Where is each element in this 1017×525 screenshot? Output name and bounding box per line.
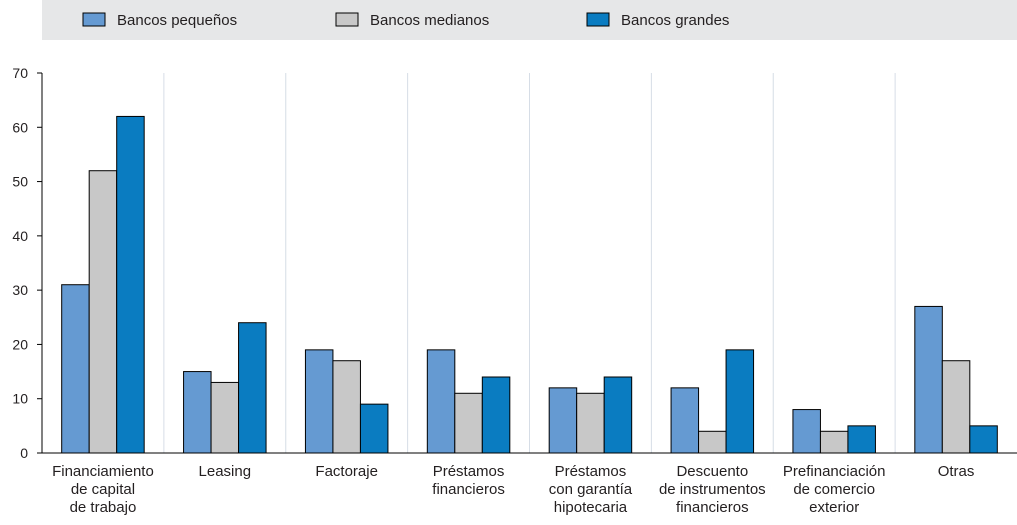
x-tick-label: Otras [938,463,975,480]
bar [548,387,578,454]
x-tick-label-line: de trabajo [70,499,137,516]
x-tick-label: Financiamiento de capital de trabajo [52,463,154,516]
legend-swatch [586,12,610,27]
x-tick-label-line: de capital [71,481,135,498]
bar [481,376,511,454]
bar [698,430,727,454]
y-tick-label: 0 [20,445,28,461]
bar [304,349,334,454]
bar [210,381,240,454]
legend-label: Bancos medianos [370,12,489,29]
legend-swatch [335,12,359,27]
bar [116,115,145,454]
y-tick-label: 10 [12,391,28,407]
bar [454,392,483,454]
x-tick-label-line: Préstamos [555,463,627,480]
bar [359,403,389,454]
x-tick-label: Descuento de instrumentos financieros [659,463,766,516]
bar [88,170,118,454]
x-tick-label-line: financieros [432,481,505,498]
x-tick-label-line: Factoraje [315,463,378,480]
x-tick-label: Prefinanciación de comercio exterior [783,463,886,516]
x-tick-label: Préstamos financieros [432,463,505,498]
bar [332,360,361,454]
legend-label: Bancos grandes [621,12,729,29]
bar [670,387,700,454]
y-tick-label: 30 [12,282,28,298]
x-tick-label: Préstamos con garantía hipotecaria [549,463,633,516]
bar [61,284,90,454]
x-tick-label-line: de instrumentos [659,481,766,498]
bar [819,430,849,454]
legend-swatch [82,12,106,27]
x-tick-label: Leasing [199,463,252,480]
x-tick-label-line: hipotecaria [554,499,628,516]
bar [941,360,971,454]
bar [576,392,605,454]
bar [725,349,755,454]
x-tick-label-line: de comercio [793,481,875,498]
bar [183,371,212,454]
bar [847,425,876,454]
x-tick-label-line: Descuento [676,463,748,480]
bar [969,425,998,454]
y-tick-label: 40 [12,228,28,244]
x-tick-label-line: financieros [676,499,749,516]
x-tick-label-line: con garantía [549,481,633,498]
y-tick-label: 20 [12,336,28,352]
x-tick-label-line: exterior [809,499,859,516]
bar [914,305,943,454]
x-tick-label: Factoraje [315,463,378,480]
y-tick-label: 50 [12,174,28,190]
bar [603,376,633,454]
legend-label: Bancos pequeños [117,12,237,29]
x-tick-label-line: Leasing [199,463,252,480]
x-tick-label-line: Prefinanciación [783,463,886,480]
legend-background [42,0,1017,40]
y-tick-label: 70 [12,65,28,81]
x-tick-label-line: Financiamiento [52,463,154,480]
x-tick-label-line: Préstamos [433,463,505,480]
y-tick-label: 60 [12,119,28,135]
bar [792,409,821,454]
bar [426,349,456,454]
x-tick-label-line: Otras [938,463,975,480]
bar [238,322,267,454]
